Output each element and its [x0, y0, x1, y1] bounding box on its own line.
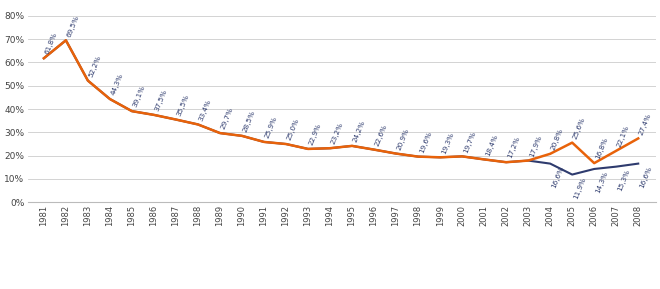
Text: 69,5%: 69,5%	[66, 14, 80, 38]
in % ohne AV	[634, 162, 642, 165]
Text: 18,4%: 18,4%	[484, 133, 498, 157]
in % ohne AV	[458, 155, 466, 158]
in % ohne AV	[370, 148, 378, 151]
Text: 29,7%: 29,7%	[220, 107, 234, 130]
in % mit AV	[458, 155, 466, 158]
in % mit AV	[194, 123, 202, 126]
in % ohne AV	[106, 97, 114, 101]
Text: 23,2%: 23,2%	[330, 122, 345, 145]
in % mit AV	[84, 79, 92, 82]
in % mit AV	[436, 155, 444, 159]
Text: 24,2%: 24,2%	[352, 120, 366, 143]
in % mit AV	[480, 158, 488, 161]
in % mit AV	[216, 131, 224, 135]
Text: 22,9%: 22,9%	[308, 123, 322, 146]
Line: in % mit AV: in % mit AV	[44, 40, 638, 163]
Text: 37,5%: 37,5%	[154, 88, 168, 112]
Text: 61,8%: 61,8%	[44, 32, 58, 55]
in % mit AV	[260, 140, 268, 144]
Text: 20,9%: 20,9%	[396, 127, 411, 151]
in % ohne AV	[326, 147, 334, 150]
in % mit AV	[282, 142, 290, 146]
in % ohne AV	[546, 162, 554, 165]
Text: 25,6%: 25,6%	[572, 116, 586, 140]
in % mit AV	[502, 160, 510, 164]
in % mit AV	[546, 152, 554, 155]
Text: 17,2%: 17,2%	[506, 136, 520, 160]
in % mit AV	[524, 159, 532, 162]
in % ohne AV	[282, 142, 290, 146]
Text: 17,9%: 17,9%	[528, 134, 543, 158]
in % ohne AV	[260, 140, 268, 144]
Text: 28,5%: 28,5%	[242, 110, 256, 133]
in % ohne AV	[590, 167, 598, 171]
Text: 14,3%: 14,3%	[594, 170, 609, 194]
in % ohne AV	[348, 144, 356, 148]
Text: 16,6%: 16,6%	[638, 165, 652, 188]
in % ohne AV	[84, 79, 92, 82]
in % mit AV	[172, 118, 180, 121]
Text: 33,4%: 33,4%	[198, 98, 212, 122]
in % mit AV	[612, 149, 620, 153]
in % mit AV	[414, 155, 422, 158]
Text: 25,9%: 25,9%	[264, 116, 278, 139]
Text: 19,3%: 19,3%	[440, 131, 454, 155]
in % mit AV	[634, 137, 642, 140]
Text: 11,9%: 11,9%	[572, 176, 586, 199]
in % ohne AV	[238, 134, 246, 138]
in % mit AV	[106, 97, 114, 101]
in % mit AV	[348, 144, 356, 148]
in % mit AV	[40, 57, 48, 60]
in % mit AV	[304, 147, 312, 151]
in % mit AV	[238, 134, 246, 138]
Text: 35,5%: 35,5%	[176, 93, 190, 117]
in % ohne AV	[216, 131, 224, 135]
in % mit AV	[150, 113, 158, 117]
in % ohne AV	[304, 147, 312, 151]
in % mit AV	[590, 161, 598, 165]
in % ohne AV	[568, 173, 576, 176]
Text: 16,8%: 16,8%	[594, 137, 609, 160]
in % ohne AV	[612, 165, 620, 168]
in % mit AV	[392, 152, 400, 155]
Text: 19,7%: 19,7%	[462, 130, 477, 153]
in % ohne AV	[480, 158, 488, 161]
in % ohne AV	[414, 155, 422, 158]
in % mit AV	[128, 110, 136, 113]
Text: 16,6%: 16,6%	[550, 165, 564, 188]
in % mit AV	[62, 38, 70, 42]
Text: 19,6%: 19,6%	[418, 130, 432, 154]
in % mit AV	[326, 147, 334, 150]
in % ohne AV	[392, 152, 400, 155]
in % mit AV	[568, 141, 576, 144]
Text: 15,3%: 15,3%	[616, 168, 630, 192]
in % mit AV	[370, 148, 378, 151]
in % ohne AV	[128, 110, 136, 113]
in % ohne AV	[436, 155, 444, 159]
Line: in % ohne AV: in % ohne AV	[44, 40, 638, 175]
Text: 27,4%: 27,4%	[638, 112, 652, 136]
Text: 39,1%: 39,1%	[132, 85, 146, 108]
Text: 22,6%: 22,6%	[374, 123, 388, 147]
Text: 20,8%: 20,8%	[550, 127, 564, 151]
in % ohne AV	[502, 160, 510, 164]
in % ohne AV	[40, 57, 48, 60]
Text: 25,0%: 25,0%	[286, 118, 300, 141]
Text: 44,3%: 44,3%	[110, 73, 124, 96]
Text: 52,2%: 52,2%	[88, 54, 102, 78]
in % ohne AV	[172, 118, 180, 121]
in % ohne AV	[524, 159, 532, 162]
in % ohne AV	[194, 123, 202, 126]
in % ohne AV	[62, 38, 70, 42]
in % ohne AV	[150, 113, 158, 117]
Text: 22,1%: 22,1%	[616, 125, 630, 148]
